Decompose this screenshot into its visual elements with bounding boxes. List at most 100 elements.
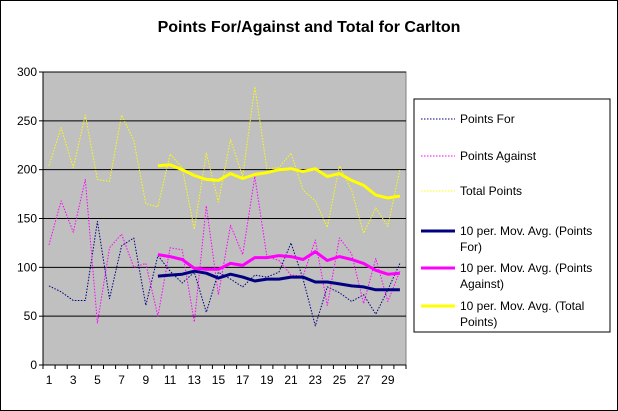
data-point-s2-25 — [338, 164, 341, 167]
data-point-s2-30 — [398, 168, 401, 171]
data-point-s2-28 — [374, 206, 377, 209]
data-point-s2-6 — [108, 180, 111, 183]
legend-label-3: 10 per. Mov. Avg. (Points — [460, 224, 592, 238]
data-point-s0-27 — [362, 293, 365, 296]
data-point-s0-23 — [314, 324, 317, 327]
legend-label-4: 10 per. Mov. Avg. (Points — [460, 261, 592, 275]
series-line-4 — [157, 250, 401, 276]
legend-label-5: 10 per. Mov. Avg. (Total — [460, 299, 584, 313]
x-tick-label: 15 — [212, 373, 226, 387]
data-point-s1-26 — [350, 252, 353, 255]
data-point-s5-21 — [290, 167, 293, 170]
data-point-s4-13 — [193, 267, 196, 270]
data-point-s0-30 — [398, 262, 401, 265]
data-point-s3-11 — [169, 274, 172, 277]
data-point-s2-19 — [265, 167, 268, 170]
data-point-s4-10 — [156, 253, 159, 256]
data-point-s2-23 — [314, 199, 317, 202]
data-point-s2-15 — [217, 200, 220, 203]
data-point-s0-26 — [350, 300, 353, 303]
x-tick-label: 25 — [333, 373, 347, 387]
data-point-s1-17 — [241, 253, 244, 256]
data-point-s1-1 — [48, 243, 51, 246]
chart-title: Points For/Against and Total for Carlton — [158, 19, 461, 36]
data-point-s2-11 — [169, 153, 172, 156]
data-point-s1-13 — [193, 321, 196, 324]
data-point-s5-22 — [302, 170, 305, 173]
legend: Points For Points Against Total Points 10 p… — [413, 98, 611, 333]
data-point-s3-19 — [265, 278, 268, 281]
data-point-s5-28 — [374, 194, 377, 197]
data-point-s5-20 — [277, 168, 280, 171]
data-point-s1-20 — [277, 259, 280, 262]
data-point-s5-30 — [398, 195, 401, 198]
data-point-s4-22 — [302, 258, 305, 261]
legend-box — [413, 98, 611, 333]
data-point-s1-23 — [314, 238, 317, 241]
y-tick-label: 50 — [24, 309, 38, 323]
data-point-s4-12 — [181, 258, 184, 261]
data-point-s3-12 — [181, 273, 184, 276]
data-point-s5-19 — [265, 171, 268, 174]
x-tick-label: 23 — [309, 373, 323, 387]
data-point-s0-15 — [217, 271, 220, 274]
data-point-s4-28 — [374, 269, 377, 272]
data-point-s1-9 — [144, 262, 147, 265]
data-point-s0-16 — [229, 278, 232, 281]
data-point-s4-18 — [253, 256, 256, 259]
data-point-s1-8 — [132, 266, 135, 269]
data-point-s3-23 — [314, 280, 317, 283]
data-point-s0-17 — [241, 285, 244, 288]
data-point-s4-30 — [398, 272, 401, 275]
data-point-s0-12 — [181, 281, 184, 284]
data-point-s5-16 — [229, 172, 232, 175]
data-point-s1-3 — [72, 231, 75, 234]
data-point-s5-27 — [362, 184, 365, 187]
x-tick-label: 3 — [70, 373, 77, 387]
data-point-s5-10 — [156, 164, 159, 167]
y-tick-label: 0 — [30, 358, 37, 372]
data-point-s2-5 — [96, 178, 99, 181]
data-point-s2-4 — [84, 113, 87, 116]
data-point-s2-27 — [362, 232, 365, 235]
data-point-s2-10 — [156, 205, 159, 208]
series-line-0 — [48, 220, 401, 327]
legend-label-3: For) — [460, 240, 482, 254]
data-point-s4-26 — [350, 258, 353, 261]
data-point-s0-21 — [290, 241, 293, 244]
x-tick-label: 19 — [260, 373, 274, 387]
data-point-s1-14 — [205, 204, 208, 207]
data-point-s0-11 — [169, 270, 172, 273]
data-point-s4-25 — [338, 255, 341, 258]
data-point-s5-26 — [350, 179, 353, 182]
data-point-s2-9 — [144, 202, 147, 205]
data-point-s3-17 — [241, 276, 244, 279]
data-point-s3-25 — [338, 282, 341, 285]
data-point-s0-18 — [253, 274, 256, 277]
series-line-5 — [157, 163, 401, 200]
data-point-s2-1 — [48, 164, 51, 167]
data-point-s2-24 — [326, 226, 329, 229]
data-point-s1-29 — [386, 300, 389, 303]
data-point-s3-28 — [374, 288, 377, 291]
data-point-s2-2 — [60, 126, 63, 129]
data-point-s1-4 — [84, 178, 87, 181]
data-point-s5-18 — [253, 173, 256, 176]
x-tick-label: 27 — [357, 373, 371, 387]
data-point-s4-23 — [314, 250, 317, 253]
legend-label-4: Against) — [460, 277, 504, 291]
series-line-3 — [157, 269, 400, 292]
data-point-s3-29 — [386, 288, 389, 291]
data-point-s1-7 — [120, 233, 123, 236]
data-point-s2-7 — [120, 113, 123, 116]
x-tick-label: 1 — [46, 373, 53, 387]
x-tick-label: 13 — [188, 373, 202, 387]
data-point-s5-14 — [205, 178, 208, 181]
data-point-s1-15 — [217, 293, 220, 296]
legend-label-0: Points For — [460, 112, 515, 126]
data-point-s0-5 — [96, 220, 99, 223]
data-point-s1-25 — [338, 237, 341, 240]
data-point-s3-27 — [362, 285, 365, 288]
data-point-s4-17 — [241, 264, 244, 267]
data-point-s4-24 — [326, 259, 329, 262]
